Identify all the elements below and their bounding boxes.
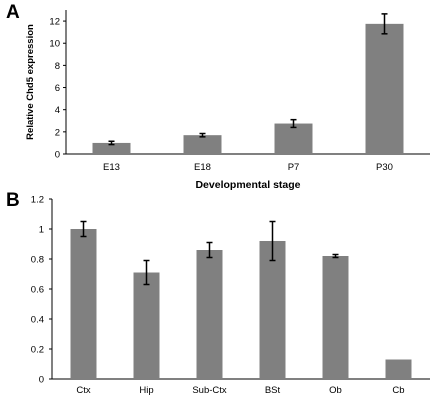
panel-a-y-ticks: 0 2 4 6 8 10 12 bbox=[49, 17, 66, 161]
panel-a-y-tick-label: 12 bbox=[49, 17, 60, 28]
panel-b-x-tick-label: Ctx bbox=[76, 385, 91, 396]
panel-b-letter: B bbox=[6, 190, 20, 211]
panel-b-x-tick-label: Hip bbox=[139, 385, 153, 396]
panel-b-y-ticks: 0 0.2 0.4 0.6 0.8 1 1.2 bbox=[31, 195, 52, 386]
panel-a-y-tick-label: 0 bbox=[55, 150, 60, 161]
panel-a-y-tick-label: 8 bbox=[55, 61, 60, 72]
panel-a-x-axis-label: Developmental stage bbox=[195, 179, 300, 191]
panel-a-x-ticks: E13 E18 P7 P30 bbox=[103, 162, 393, 173]
panel-a-bar-p30 bbox=[365, 23, 404, 154]
panel-b-bar-hip bbox=[133, 272, 160, 379]
panel-b-bar-ob bbox=[322, 256, 349, 379]
panel-a-x-tick-label: P30 bbox=[376, 162, 393, 173]
panel-b-x-tick-label: Cb bbox=[392, 385, 404, 396]
panel-a: A 0 2 4 6 8 10 12 E13 E18 P7 P30 Developmental st… bbox=[6, 2, 430, 191]
panel-b-y-tick-label: 0.8 bbox=[31, 255, 44, 266]
panel-b-x-tick-label: Ob bbox=[329, 385, 342, 396]
panel-a-letter: A bbox=[6, 2, 20, 23]
panel-a-x-tick-label: E13 bbox=[103, 162, 120, 173]
panel-b-y-tick-label: 0.4 bbox=[31, 315, 44, 326]
panel-a-x-tick-label: E18 bbox=[194, 162, 211, 173]
panel-a-bars bbox=[92, 13, 404, 154]
panel-b-x-tick-label: BSt bbox=[265, 385, 281, 396]
panel-b-bars bbox=[70, 220, 412, 379]
panel-a-x-tick-label: P7 bbox=[288, 162, 300, 173]
panel-b-bar-bst bbox=[259, 241, 286, 379]
panel-a-y-axis-label: Relative Chd5 expression bbox=[25, 24, 36, 140]
panel-b-y-tick-label: 1 bbox=[39, 225, 44, 236]
panel-b-y-tick-label: 1.2 bbox=[31, 195, 44, 206]
panel-b-y-tick-label: 0.2 bbox=[31, 345, 44, 356]
panel-b-x-ticks: Ctx Hip Sub-Ctx BSt Ob Cb bbox=[76, 385, 404, 396]
panel-b: B 0 0.2 0.4 0.6 0.8 1 1.2 Ctx Hip Sub-Ctx BSt Ob Cb bbox=[6, 190, 430, 396]
panel-a-y-tick-label: 6 bbox=[55, 83, 60, 94]
panel-a-bar-e13 bbox=[92, 142, 131, 154]
panel-b-bar-ctx bbox=[70, 229, 97, 379]
panel-a-bar-e18 bbox=[183, 135, 222, 154]
panel-b-y-tick-label: 0 bbox=[39, 375, 44, 386]
panel-a-bar-p7 bbox=[274, 123, 313, 154]
panel-b-bar-sub-ctx bbox=[196, 250, 223, 379]
panel-b-y-tick-label: 0.6 bbox=[31, 285, 44, 296]
panel-b-bar-cb bbox=[385, 359, 412, 379]
panel-a-y-tick-label: 2 bbox=[55, 127, 60, 138]
panel-b-x-tick-label: Sub-Ctx bbox=[192, 385, 227, 396]
panel-a-y-tick-label: 4 bbox=[55, 105, 60, 116]
panel-a-y-tick-label: 10 bbox=[49, 39, 60, 50]
